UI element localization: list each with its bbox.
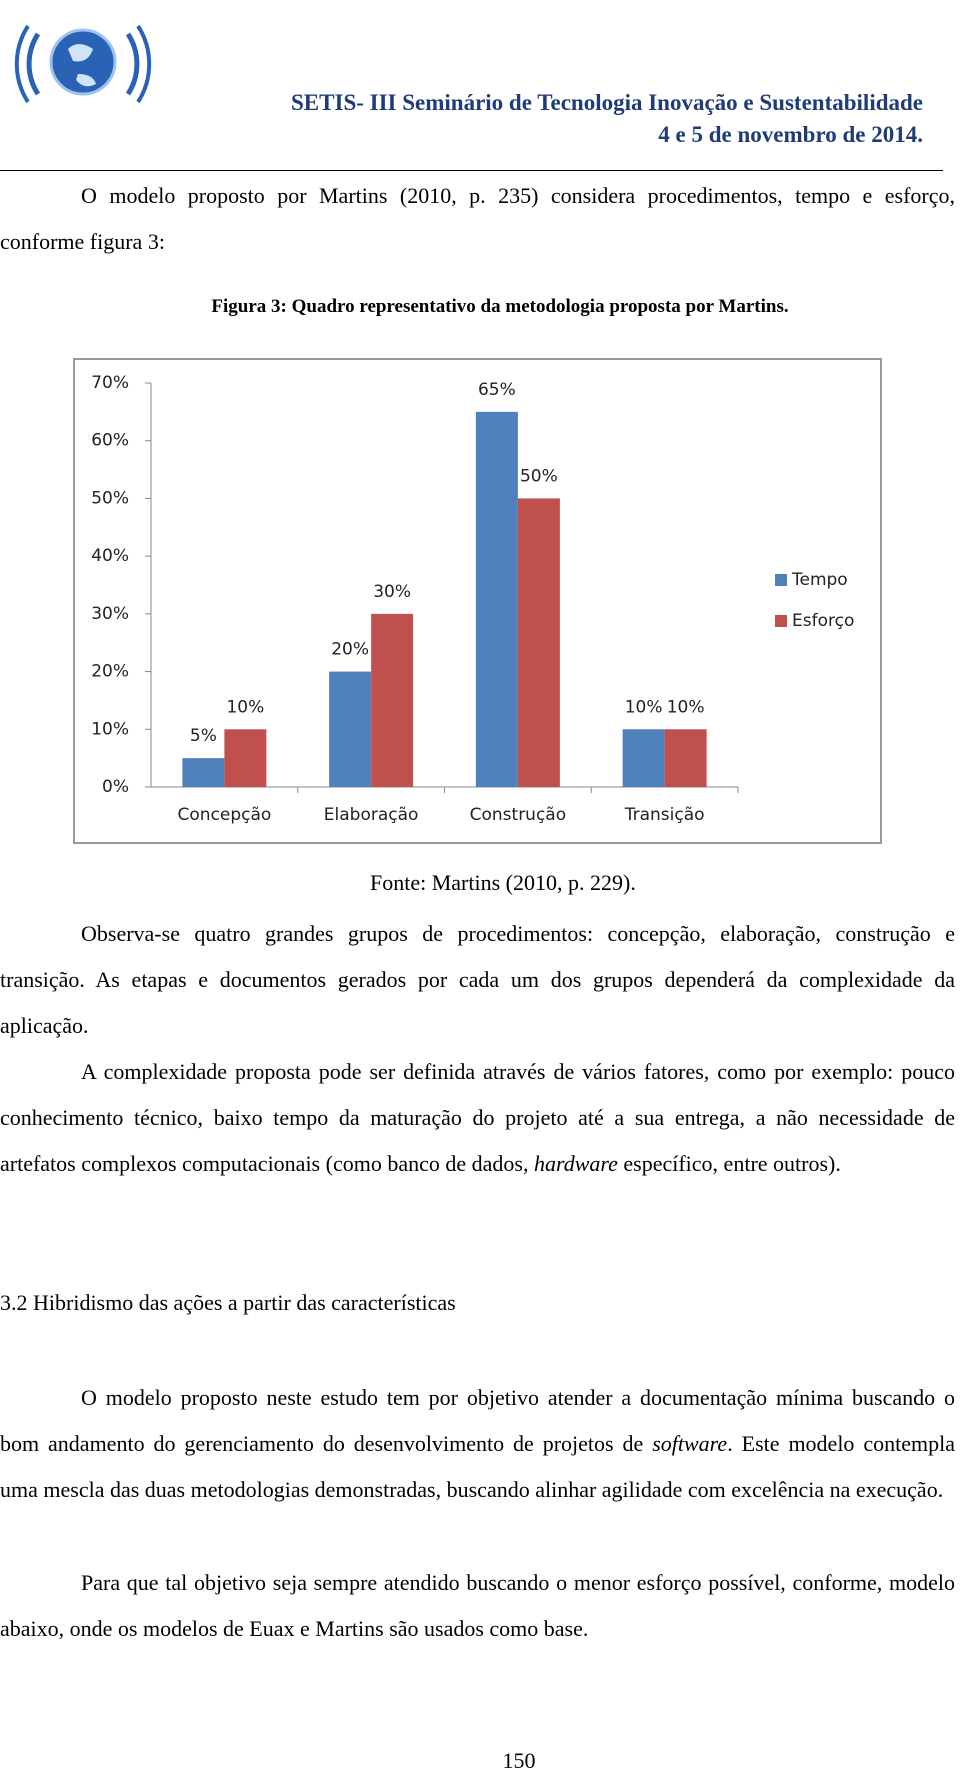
y-tick-label: 60% [91, 431, 129, 451]
x-tick-label: Construção [470, 805, 567, 825]
x-tick-label: Concepção [177, 805, 271, 825]
logo [14, 24, 152, 104]
bar [622, 729, 665, 787]
y-tick-label: 30% [91, 604, 129, 624]
figure-caption: Figura 3: Quadro representativo da metod… [211, 296, 789, 317]
header-date: 4 e 5 de novembro de 2014. [658, 122, 923, 147]
bar [475, 411, 518, 787]
bar [664, 729, 707, 787]
y-tick-label: 0% [102, 777, 129, 797]
text-italic: software [652, 1431, 728, 1456]
bar [517, 498, 560, 787]
text: . Este modelo contempla uma mescla das d… [0, 1431, 955, 1502]
data-label: 5% [190, 726, 217, 746]
paragraph: Para que tal objetivo seja sempre atendi… [0, 1560, 955, 1652]
text: A complexidade proposta pode ser definid… [0, 1059, 955, 1176]
legend-label: Esforço [792, 611, 854, 631]
paragraph: O modelo proposto por Martins (2010, p. … [0, 183, 955, 254]
y-tick-label: 70% [91, 373, 129, 393]
bar [329, 671, 372, 787]
page-number: 150 [502, 1748, 536, 1773]
legend-label: Tempo [791, 570, 848, 590]
figure-source: Fonte: Martins (2010, p. 229). [370, 870, 636, 895]
bar [224, 729, 267, 787]
paragraph: A complexidade proposta pode ser definid… [0, 1049, 955, 1187]
data-label: 10% [667, 697, 705, 717]
section-heading: 3.2 Hibridismo das ações a partir das ca… [0, 1290, 456, 1315]
bar [371, 613, 414, 787]
data-label: 10% [625, 697, 663, 717]
header-rule [0, 170, 943, 171]
data-label: 50% [520, 466, 558, 486]
chart: 0% 10% 20% 30% 40% 50% 60% 70% Concepção 5% 10% Ela… [73, 358, 882, 844]
data-label: 10% [226, 697, 264, 717]
y-tick-label: 50% [91, 488, 129, 508]
data-label: 30% [373, 582, 411, 602]
text: Para que tal objetivo seja sempre atendi… [0, 1570, 955, 1641]
x-tick-label: Elaboração [324, 805, 419, 825]
y-tick-label: 20% [91, 662, 129, 682]
y-tick-label: 10% [91, 719, 129, 739]
data-label: 20% [331, 640, 369, 660]
paragraph: Observa-se quatro grandes grupos de proc… [0, 911, 955, 1049]
y-tick-label: 40% [91, 546, 129, 566]
text: O modelo proposto neste estudo tem por o… [0, 1385, 955, 1456]
x-tick-label: Transição [624, 805, 705, 825]
legend-swatch [775, 615, 787, 627]
text: específico, entre outros). [617, 1151, 841, 1176]
text: Observa-se quatro grandes grupos de proc… [0, 921, 955, 1038]
legend-swatch [775, 574, 787, 586]
header-title: SETIS- III Seminário de Tecnologia Inova… [291, 90, 923, 115]
data-label: 65% [478, 380, 516, 400]
bar [182, 758, 225, 787]
text-italic: hardware [533, 1151, 618, 1176]
paragraph: O modelo proposto neste estudo tem por o… [0, 1375, 955, 1513]
